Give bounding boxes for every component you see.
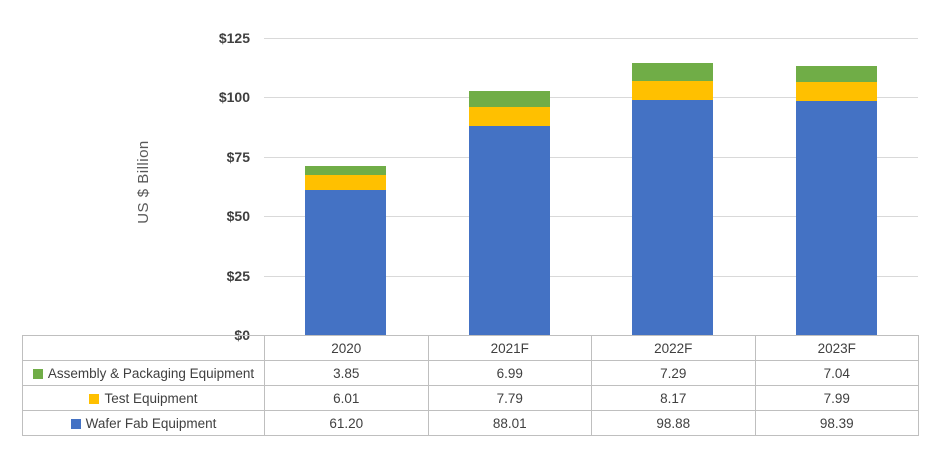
value-cell: 88.01 [427, 410, 592, 436]
data-table: 2020 2021F 2022F 2023F Assembly & Packaging … [22, 335, 919, 436]
value-cell: 98.39 [754, 410, 919, 436]
bar-segment [632, 100, 714, 335]
legend-label: Assembly & Packaging Equipment [47, 365, 255, 381]
y-tick-label: $50 [226, 208, 250, 225]
value-cell: 61.20 [264, 410, 429, 436]
bar-segment [468, 125, 550, 335]
bar-segment [305, 189, 387, 335]
legend-cell: Wafer Fab Equipment [22, 410, 265, 436]
legend-swatch-icon [89, 393, 100, 404]
value-cell: 6.99 [427, 360, 592, 386]
gridline [264, 275, 918, 277]
legend-swatch-icon [70, 418, 81, 429]
value-cell: 98.88 [591, 410, 756, 436]
bar-segment [632, 80, 714, 101]
bar-segment [795, 65, 877, 83]
y-tick-label: $25 [226, 267, 250, 284]
gridline [264, 216, 918, 218]
bar-segment [468, 90, 550, 108]
gridline [264, 97, 918, 99]
table-corner-blank [22, 335, 265, 361]
bar-segment [468, 107, 550, 126]
value-cell: 7.29 [591, 360, 756, 386]
bar-stack-2020 [305, 166, 387, 335]
category-header-cell: 2023F [754, 335, 919, 361]
legend-label: Wafer Fab Equipment [85, 415, 217, 431]
y-tick-label: $125 [218, 30, 250, 46]
bar-segment [795, 101, 877, 335]
table-row: Wafer Fab Equipment 61.20 88.01 98.88 98.39 [22, 410, 919, 436]
bar-segment [305, 166, 387, 176]
table-row: Test Equipment 6.01 7.79 8.17 7.99 [22, 385, 919, 411]
legend-label: Test Equipment [104, 390, 198, 406]
bar-segment [305, 175, 387, 190]
bar-stack-2023F [795, 65, 877, 335]
value-cell: 7.04 [754, 360, 919, 386]
gridline [264, 156, 918, 158]
bar-stack-2022F [632, 63, 714, 335]
value-cell: 3.85 [264, 360, 429, 386]
table-row: Assembly & Packaging Equipment 3.85 6.99 7.… [22, 360, 919, 386]
gridline [264, 38, 918, 39]
bar-stack-2021F [468, 90, 550, 335]
y-tick-label: $75 [226, 148, 250, 165]
value-cell: 8.17 [591, 385, 756, 411]
value-cell: 7.99 [754, 385, 919, 411]
legend-swatch-icon [32, 368, 43, 379]
value-cell: 7.79 [427, 385, 592, 411]
legend-cell: Test Equipment [22, 385, 265, 411]
y-axis-title: US $ Billion [135, 140, 152, 224]
category-header-cell: 2022F [591, 335, 756, 361]
bar-segment [632, 63, 714, 81]
y-tick-label: $100 [218, 89, 250, 106]
category-header-cell: 2021F [427, 335, 592, 361]
category-header-cell: 2020 [264, 335, 429, 361]
value-cell: 6.01 [264, 385, 429, 411]
legend-cell: Assembly & Packaging Equipment [22, 360, 265, 386]
bar-segment [795, 82, 877, 102]
table-header-row: 2020 2021F 2022F 2023F [22, 335, 919, 361]
